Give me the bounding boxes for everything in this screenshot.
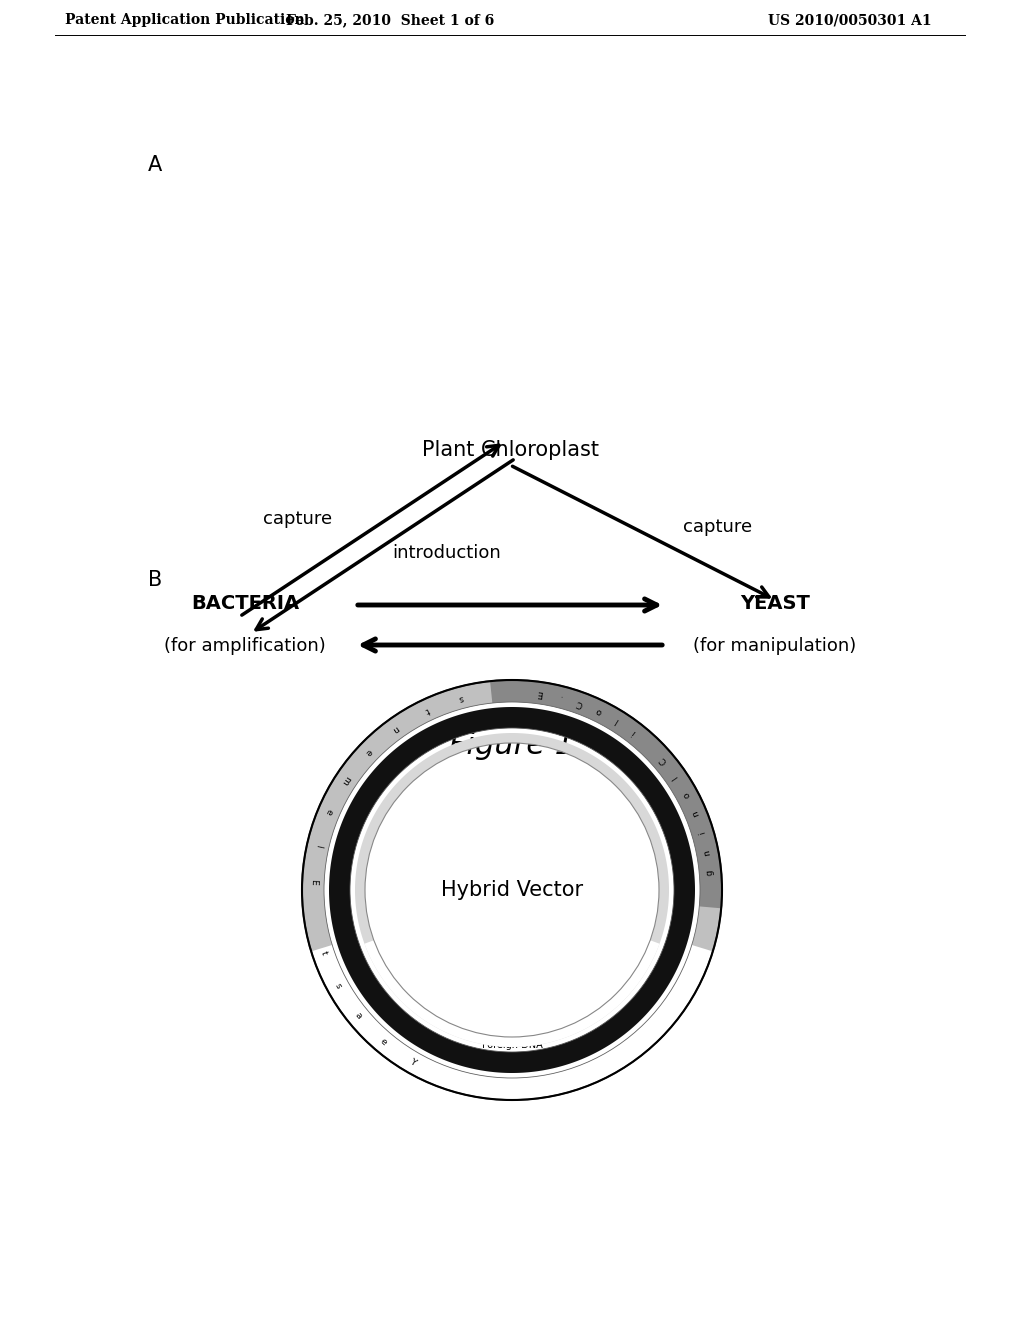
Text: e: e (324, 808, 334, 816)
Text: Hybrid Vector: Hybrid Vector (441, 880, 583, 900)
Text: s: s (333, 982, 343, 990)
Text: C: C (657, 755, 669, 766)
Text: (for amplification): (for amplification) (164, 638, 326, 655)
Text: g: g (706, 870, 715, 876)
Text: e: e (378, 1036, 388, 1047)
Text: o: o (681, 789, 692, 799)
Polygon shape (302, 680, 722, 1100)
Text: t: t (318, 950, 328, 956)
Text: capture: capture (263, 511, 333, 528)
Polygon shape (302, 681, 493, 1098)
Text: A: A (148, 154, 162, 176)
Text: a: a (352, 1011, 364, 1020)
Polygon shape (365, 940, 659, 1047)
Text: s: s (457, 693, 464, 702)
Text: capture: capture (683, 519, 752, 536)
Text: B: B (148, 570, 162, 590)
Text: l: l (313, 843, 323, 849)
Text: Patent Application Publication: Patent Application Publication (65, 13, 304, 26)
Text: i: i (697, 830, 708, 834)
Text: n: n (702, 849, 713, 855)
Text: Y: Y (408, 1057, 417, 1068)
Text: t: t (423, 705, 430, 715)
Polygon shape (355, 733, 669, 1047)
Circle shape (300, 678, 724, 1102)
Text: YEAST: YEAST (740, 594, 810, 612)
Text: Foreign DNA: Foreign DNA (481, 1040, 543, 1049)
Polygon shape (329, 708, 695, 1073)
Text: .: . (557, 692, 562, 701)
Text: E: E (537, 688, 543, 698)
Text: e: e (364, 747, 374, 758)
Text: Feb. 25, 2010  Sheet 1 of 6: Feb. 25, 2010 Sheet 1 of 6 (286, 13, 495, 26)
Text: n: n (690, 809, 700, 817)
Polygon shape (311, 945, 713, 1100)
Polygon shape (490, 680, 722, 908)
Text: m: m (340, 774, 352, 787)
Text: (for manipulation): (for manipulation) (693, 638, 857, 655)
Text: introduction: introduction (392, 544, 502, 561)
Text: i: i (630, 729, 637, 737)
Text: US 2010/0050301 A1: US 2010/0050301 A1 (768, 13, 932, 26)
Text: C: C (575, 697, 584, 708)
Text: n: n (391, 723, 400, 734)
Text: l: l (613, 717, 620, 725)
Text: Plant Chloroplast: Plant Chloroplast (422, 440, 598, 459)
Text: l: l (672, 774, 680, 780)
Text: E: E (308, 879, 317, 884)
Text: Figure 1: Figure 1 (450, 730, 574, 759)
Text: o: o (594, 706, 603, 715)
Text: BACTERIA: BACTERIA (190, 594, 299, 612)
